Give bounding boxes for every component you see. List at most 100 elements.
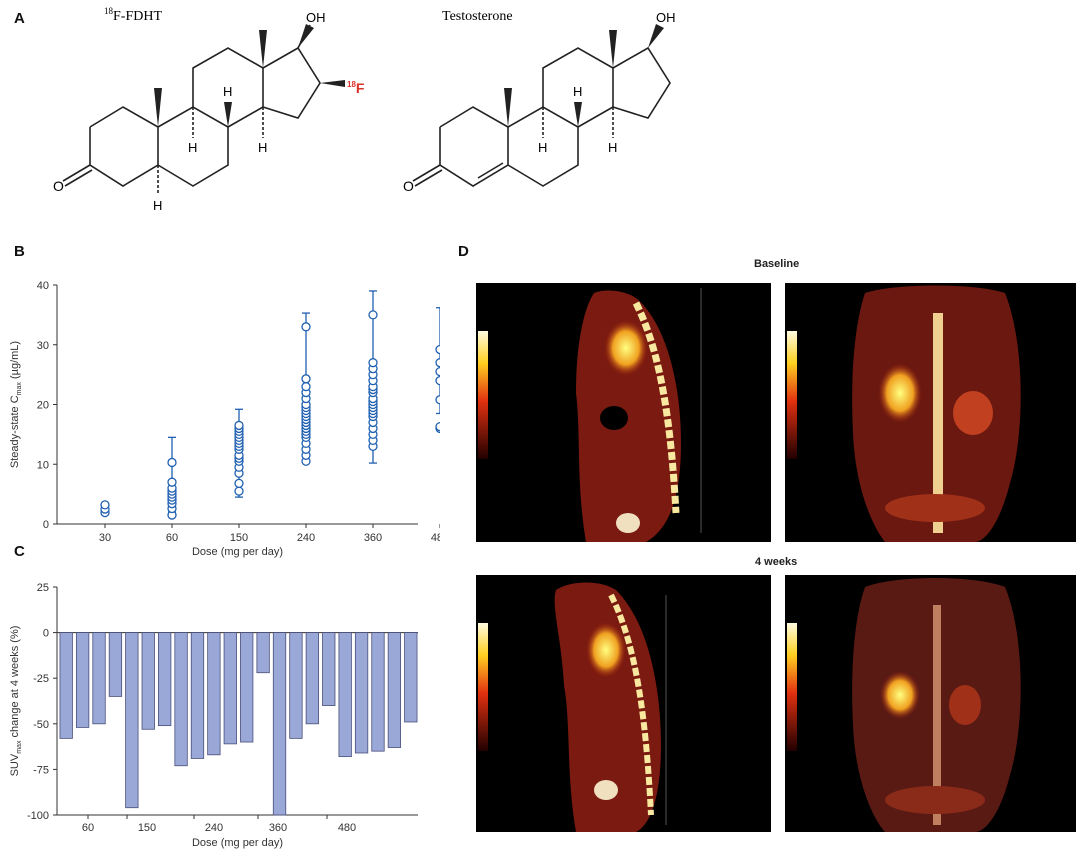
x-tick-label: 480 [338, 822, 356, 834]
h-wedge [224, 102, 232, 127]
bar [354, 632, 369, 754]
data-point [435, 421, 440, 432]
suv-change-bar-chart: 25 0 -25 -50 -75 -100 60 150 240 360 480 Dose (mg p… [9, 582, 418, 849]
bar [272, 632, 287, 816]
data-point [234, 420, 244, 431]
x-tick-label: 240 [297, 532, 315, 544]
x-tick-label: 240 [205, 822, 223, 834]
h-wedge [574, 102, 582, 127]
methyl-wedge [259, 30, 267, 68]
panel-label-d: D [458, 243, 469, 260]
bar [108, 632, 123, 697]
atom-o: O [53, 178, 64, 194]
data-point [368, 358, 378, 368]
pet-scan-baseline-coronal [785, 283, 1076, 542]
x-axis-title: Dose (mg per day) [192, 837, 283, 849]
bar [92, 632, 106, 725]
data-point [167, 457, 177, 468]
data-point [301, 322, 311, 332]
atom-oh: OH [306, 10, 326, 25]
bar [174, 632, 188, 767]
data-point [368, 310, 378, 320]
y-tick-label: 30 [37, 340, 49, 352]
x-tick-label: 150 [138, 822, 156, 834]
bar [305, 632, 319, 725]
data-point [435, 358, 440, 368]
y-tick-label: 0 [43, 628, 49, 640]
bar [207, 632, 221, 756]
atom-h: H [153, 198, 162, 213]
oh-wedge [648, 24, 664, 48]
atom-h: H [188, 140, 197, 155]
week4-title: 4 weeks [755, 556, 798, 568]
data-point [301, 374, 311, 384]
panel-label-c: C [14, 543, 25, 560]
data-point [435, 366, 440, 377]
bar [158, 632, 172, 727]
y-tick-label: 0 [43, 519, 49, 531]
x-tick-label: 360 [364, 532, 382, 544]
y-tick-label: 40 [37, 280, 49, 292]
bar [322, 632, 336, 706]
methyl-wedge [154, 88, 162, 127]
atom-h: H [573, 84, 582, 99]
y-tick-label: -25 [33, 673, 49, 685]
atom-h: H [223, 84, 232, 99]
atom-h: H [608, 140, 617, 155]
pet-scan-baseline-sagittal [476, 283, 771, 542]
y-axis-title: Steady-state Cmax (µg/mL) [9, 341, 23, 468]
pet-scan-week4-sagittal [476, 575, 771, 832]
x-tick-label: 480 [431, 532, 440, 544]
x-tick-label: 60 [166, 532, 178, 544]
pet-scan-week4-coronal [785, 575, 1076, 832]
bar [223, 632, 237, 745]
data-point [435, 375, 440, 386]
bar [141, 632, 155, 730]
y-tick-label: -100 [27, 810, 49, 822]
atom-h: H [258, 140, 267, 155]
x-tick-label: 150 [230, 532, 248, 544]
fluorine-wedge [320, 80, 345, 87]
bar [75, 632, 90, 728]
data-point [435, 395, 440, 405]
y-tick-label: 20 [37, 400, 49, 412]
testosterone-name: Testosterone [442, 9, 513, 24]
y-tick-label: 10 [37, 459, 49, 471]
bar [338, 632, 352, 758]
oh-wedge [298, 24, 314, 48]
bar [387, 632, 402, 748]
atom-fluorine-18: 18F [347, 80, 365, 96]
y-axis-title: SUVmax change at 4 weeks (%) [9, 626, 23, 777]
bar [59, 632, 73, 739]
dose-cmax-scatter-chart: 0 10 20 30 40 30 60 150 240 360 480 Dose (mg per da… [9, 280, 440, 558]
data-point [435, 344, 440, 355]
panel-label-a: A [14, 10, 25, 27]
atom-o: O [403, 178, 414, 194]
x-tick-label: 30 [99, 532, 111, 544]
data-point [100, 500, 110, 510]
bar [371, 632, 385, 752]
bar [190, 632, 205, 759]
fdht-name: 18F-FDHT [104, 6, 162, 24]
bar [240, 632, 254, 743]
data-point [234, 478, 244, 489]
x-tick-label: 360 [269, 822, 287, 834]
y-tick-label: -75 [33, 764, 49, 776]
data-point [301, 381, 311, 392]
bar [404, 632, 418, 723]
atom-h: H [538, 140, 547, 155]
x-tick-label: 60 [82, 822, 94, 834]
y-tick-label: -50 [33, 719, 49, 731]
testosterone-structure [412, 46, 671, 187]
methyl-wedge [504, 88, 512, 127]
bar [289, 632, 303, 739]
bar [125, 632, 139, 809]
atom-oh: OH [656, 10, 676, 25]
data-point [167, 477, 177, 487]
baseline-title: Baseline [754, 258, 800, 270]
fdht-structure [62, 24, 321, 195]
molecules-panel: 18F-FDHT Testosterone O H H H H OH 18F [53, 6, 676, 213]
methyl-wedge [609, 30, 617, 68]
data-point [234, 486, 244, 496]
bar [256, 632, 270, 674]
